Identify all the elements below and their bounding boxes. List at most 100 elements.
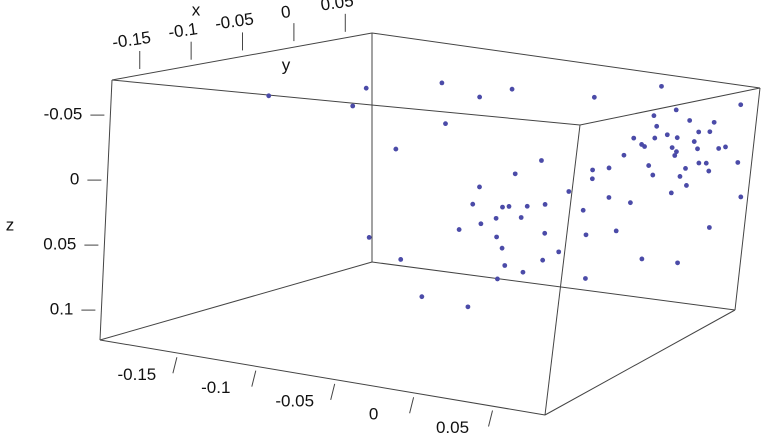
data-point xyxy=(674,135,680,141)
x-tick-label: -0.1 xyxy=(167,19,199,42)
y-axis-label: y xyxy=(282,55,291,74)
data-point xyxy=(606,195,612,200)
data-point xyxy=(696,160,702,166)
data-point xyxy=(631,135,637,141)
data-point xyxy=(591,94,597,100)
data-point xyxy=(583,232,589,238)
y-tick-label: 0 xyxy=(369,405,378,424)
data-point xyxy=(639,142,645,147)
data-point xyxy=(493,215,499,221)
data-point xyxy=(711,119,717,125)
z-tick-label: 0.1 xyxy=(50,300,74,319)
data-point xyxy=(500,204,505,210)
y-tick-label: -0.15 xyxy=(118,365,157,384)
data-point xyxy=(465,304,471,310)
data-point xyxy=(627,200,633,206)
data-point xyxy=(542,202,548,207)
box-edge xyxy=(371,261,736,311)
y-tick xyxy=(488,410,493,427)
data-point xyxy=(512,171,518,177)
data-point xyxy=(613,228,619,234)
box-edge xyxy=(579,87,761,126)
data-point xyxy=(478,221,484,227)
data-point xyxy=(542,230,548,236)
data-point xyxy=(691,139,697,144)
y-tick xyxy=(172,357,178,374)
data-point xyxy=(674,149,679,155)
data-point xyxy=(659,83,664,89)
data-point xyxy=(393,146,399,152)
data-point xyxy=(673,107,679,113)
data-point xyxy=(639,256,645,262)
y-tick-label: -0.05 xyxy=(275,391,314,410)
data-point xyxy=(695,146,700,152)
box-edge xyxy=(111,79,581,126)
box-edge xyxy=(371,32,761,89)
data-point xyxy=(589,176,595,182)
data-point xyxy=(650,172,656,178)
box-edge xyxy=(99,339,546,416)
data-point xyxy=(703,160,709,166)
data-point xyxy=(675,260,680,266)
data-point xyxy=(652,135,658,141)
data-point xyxy=(494,234,499,240)
data-point xyxy=(683,165,688,171)
data-point xyxy=(509,86,515,92)
data-point xyxy=(502,263,508,268)
box-edge xyxy=(544,124,581,416)
data-point xyxy=(518,215,524,220)
box-edge xyxy=(734,87,761,311)
data-point xyxy=(477,184,482,190)
data-point xyxy=(738,102,744,108)
data-point xyxy=(266,93,272,99)
box-edge xyxy=(99,79,113,341)
z-tick-label: 0 xyxy=(70,170,79,189)
y-tick xyxy=(251,370,257,387)
data-point xyxy=(350,103,356,109)
z-axis-label: z xyxy=(6,215,15,234)
data-point xyxy=(707,129,713,135)
data-point xyxy=(477,94,483,100)
data-point xyxy=(687,118,693,123)
x-tick-label: -0.05 xyxy=(214,9,255,33)
y-tick-label: -0.1 xyxy=(201,378,230,397)
box-edge xyxy=(544,309,736,416)
data-point xyxy=(738,194,744,200)
y-tick-label: 0.05 xyxy=(436,418,469,437)
data-point xyxy=(566,189,572,194)
data-point xyxy=(723,144,728,150)
data-point xyxy=(524,203,530,209)
data-point xyxy=(672,153,678,158)
data-point xyxy=(366,234,372,240)
data-point xyxy=(419,294,425,300)
data-point xyxy=(540,257,546,263)
data-point xyxy=(706,225,712,230)
data-point xyxy=(439,80,445,86)
x-axis-label: x xyxy=(192,0,201,19)
data-point xyxy=(696,129,702,135)
data-point xyxy=(706,168,712,174)
box-edge xyxy=(99,261,373,341)
data-point xyxy=(470,201,476,207)
data-point xyxy=(495,276,500,282)
data-point xyxy=(606,165,612,171)
data-point xyxy=(363,85,369,91)
data-point xyxy=(520,269,526,275)
data-point xyxy=(443,121,448,127)
x-tick-label: 0 xyxy=(280,2,292,22)
y-tick xyxy=(330,383,336,401)
z-tick-label: 0.05 xyxy=(43,235,76,254)
data-point xyxy=(506,204,512,209)
data-point xyxy=(735,160,741,165)
data-point xyxy=(539,158,544,163)
data-point xyxy=(580,207,586,213)
box-edge xyxy=(111,32,373,81)
x-tick-label: -0.15 xyxy=(111,28,152,52)
data-point xyxy=(590,167,595,173)
data-point xyxy=(398,257,404,262)
data-point xyxy=(499,245,505,251)
data-point xyxy=(669,145,675,151)
data-point xyxy=(654,123,660,129)
data-point xyxy=(621,152,627,158)
